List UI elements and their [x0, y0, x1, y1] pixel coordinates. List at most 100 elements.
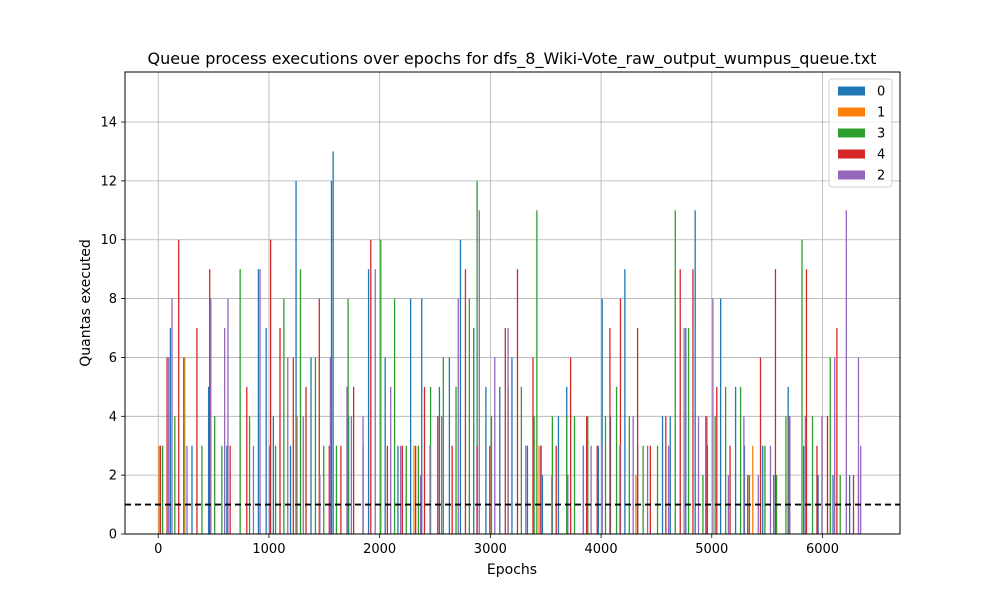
bar-series-0 [409, 298, 412, 534]
bar-series-3 [714, 416, 716, 534]
bar-series-4 [318, 298, 320, 534]
bar-series-0 [597, 445, 599, 534]
bar-series-3 [248, 416, 251, 534]
bar-series-0 [310, 357, 312, 534]
bar-series-4 [370, 239, 372, 535]
bar-series-2 [259, 269, 261, 534]
bar-series-2 [821, 416, 823, 534]
bar-series-2 [632, 416, 634, 534]
legend-label-2: 2 [877, 169, 885, 184]
bar-series-1 [158, 445, 160, 534]
bar-series-2 [769, 445, 772, 534]
x-tick-label: 5000 [695, 542, 728, 557]
bar-series-2 [804, 416, 806, 534]
bar-series-2 [400, 445, 402, 534]
bar-series-3 [347, 298, 349, 534]
bar-series-0 [773, 475, 775, 534]
bar-series-1 [296, 416, 298, 534]
bar-series-4 [516, 269, 519, 534]
bar-series-4 [609, 328, 611, 534]
bar-series-4 [706, 416, 708, 534]
bar-series-3 [299, 269, 302, 534]
bar-series-0 [272, 416, 275, 534]
bar-series-0 [397, 445, 399, 534]
bar-series-0 [257, 269, 260, 534]
bar-series-0 [438, 386, 441, 534]
bar-series-4 [586, 416, 588, 534]
bar-series-3 [274, 445, 277, 534]
bar-series-0 [226, 445, 228, 534]
bar-series-0 [541, 475, 544, 534]
bar-series-1 [184, 357, 186, 534]
bar-series-4 [305, 386, 307, 534]
bar-series-4 [569, 357, 572, 534]
x-tick-label: 0 [154, 542, 162, 557]
bar-series-4 [451, 445, 453, 534]
bar-series-3 [417, 445, 420, 534]
bar-series-4 [826, 416, 829, 534]
bar-series-0 [332, 151, 334, 534]
bar-series-4 [352, 386, 355, 534]
bar-series-3 [183, 357, 185, 534]
bar-series-0 [734, 386, 737, 534]
bar-series-3 [785, 416, 787, 534]
bar-series-2 [440, 416, 443, 534]
bar-series-3 [615, 386, 618, 534]
legend-swatch-4 [838, 149, 865, 159]
bar-series-0 [669, 416, 671, 534]
bar-series-2 [789, 416, 791, 534]
y-axis-label: Quantas executed [78, 239, 94, 367]
bar-series-4 [437, 416, 439, 534]
bar-series-4 [229, 445, 231, 534]
bar-series-4 [414, 445, 417, 534]
bar-series-2 [601, 445, 603, 534]
bar-series-3 [314, 357, 317, 534]
bar-series-2 [619, 445, 621, 534]
bar-series-3 [335, 445, 338, 534]
bar-series-3 [442, 357, 444, 534]
bar-series-1 [752, 445, 754, 534]
bar-series-3 [476, 180, 478, 534]
bar-series-4 [504, 328, 506, 534]
bar-series-2 [590, 445, 592, 534]
bar-series-2 [860, 445, 862, 534]
bar-series-1 [413, 445, 415, 534]
bar-series-3 [221, 445, 223, 534]
bar-series-4 [836, 328, 838, 534]
bar-series-3 [214, 416, 216, 534]
bar-series-2 [223, 328, 226, 534]
bar-series-4 [328, 445, 330, 534]
bar-series-3 [702, 475, 704, 534]
bar-series-3 [520, 386, 523, 534]
legend-label-4: 4 [877, 148, 885, 163]
bar-series-0 [526, 445, 529, 534]
bar-series-0 [421, 298, 423, 534]
bar-series-2 [374, 269, 376, 534]
bar-series-3 [811, 416, 814, 534]
bar-series-2 [683, 328, 685, 534]
bar-series-2 [712, 298, 714, 534]
bar-series-3 [161, 445, 164, 534]
bar-series-2 [227, 298, 229, 534]
bar-series-2 [845, 210, 847, 534]
bar-series-2 [551, 475, 553, 534]
bar-series-0 [661, 416, 664, 534]
bar-series-3 [323, 445, 325, 534]
bar-series-3 [533, 416, 535, 534]
bar-series-3 [455, 386, 457, 534]
bar-series-4 [166, 357, 168, 534]
x-axis-label: Epochs [487, 562, 537, 578]
bar-series-3 [380, 239, 382, 535]
bar-series-3 [566, 416, 568, 534]
bar-series-0 [384, 357, 386, 534]
bar-series-4 [532, 357, 534, 534]
legend-label-1: 1 [877, 106, 885, 121]
bar-series-3 [739, 386, 742, 534]
bar-series-4 [649, 445, 651, 534]
bar-series-3 [604, 416, 607, 534]
x-tick-label: 2000 [363, 542, 396, 557]
bar-series-4 [805, 269, 808, 534]
bar-series-0 [511, 357, 513, 534]
bar-series-4 [401, 445, 403, 534]
bar-series-2 [582, 445, 585, 534]
